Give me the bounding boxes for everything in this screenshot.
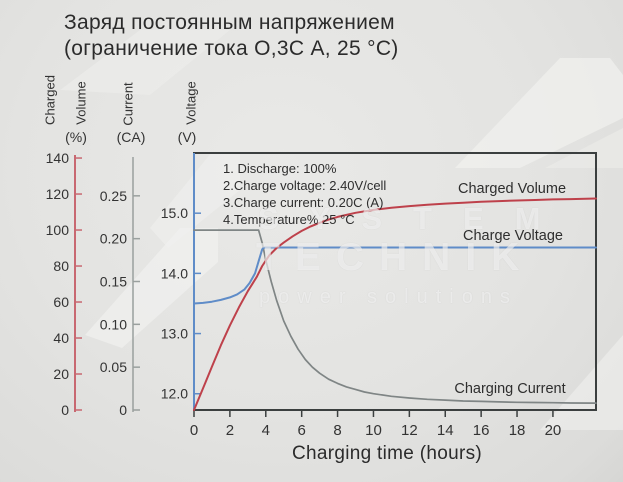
label-charge-voltage: Charge Voltage bbox=[463, 228, 563, 244]
volume-tick-label: 20 bbox=[53, 366, 69, 382]
x-tick-label: 0 bbox=[190, 422, 198, 439]
current-axis-unit: (CA) bbox=[116, 129, 146, 145]
charge-conditions-list: 1. Discharge: 100% 2.Charge voltage: 2.4… bbox=[223, 160, 386, 228]
x-tick-label: 16 bbox=[473, 422, 490, 439]
voltage-tick-label: 15.0 bbox=[161, 205, 188, 221]
voltage-tick-label: 12.0 bbox=[161, 386, 188, 402]
volume-tick-label: 0 bbox=[61, 402, 69, 418]
condition-discharge: 1. Discharge: 100% bbox=[223, 161, 337, 176]
chart-title-line1: Заряд постоянным напряжением bbox=[64, 11, 395, 34]
series-line-charging-current bbox=[193, 229, 597, 404]
x-tick-label: 14 bbox=[437, 422, 454, 439]
volume-tick-label: 60 bbox=[53, 294, 69, 310]
x-tick-label: 4 bbox=[262, 422, 270, 439]
volume-tick-label: 40 bbox=[53, 330, 69, 346]
voltage-axis-unit: (V) bbox=[177, 129, 197, 145]
label-charged-volume: Charged Volume bbox=[457, 181, 567, 197]
volume-tick-label: 100 bbox=[46, 222, 70, 238]
volume-axis-unit: (%) bbox=[65, 129, 87, 145]
condition-charge-voltage: 2.Charge voltage: 2.40V/cell bbox=[223, 178, 387, 193]
x-tick-label: 10 bbox=[365, 422, 382, 439]
x-tick-label: 6 bbox=[298, 422, 306, 439]
chart-title-line2: (ограничение тока О,3С А, 25 °C) bbox=[64, 37, 399, 60]
current-tick-label: 0 bbox=[119, 402, 127, 418]
current-tick-label: 0.05 bbox=[100, 359, 127, 375]
voltage-axis-title: Voltage bbox=[183, 81, 199, 125]
x-tick-label: 2 bbox=[226, 422, 234, 439]
volume-tick-label: 80 bbox=[53, 258, 69, 274]
chart-title: Заряд постоянным напряжением (ограничени… bbox=[64, 10, 399, 62]
current-tick-label: 0.10 bbox=[100, 316, 127, 332]
condition-charge-current: 3.Charge current: 0.20C (A) bbox=[223, 195, 384, 210]
current-tick-label: 0.15 bbox=[100, 274, 127, 290]
current-tick-label: 0.20 bbox=[100, 231, 127, 247]
volume-tick-label: 140 bbox=[46, 150, 70, 166]
volume-axis-title-line1: Charged bbox=[42, 75, 58, 125]
label-charging-current: Charging Current bbox=[454, 381, 566, 397]
x-tick-label: 8 bbox=[333, 422, 341, 439]
series-line-charged-volume bbox=[193, 197, 597, 411]
current-axis-title: Current bbox=[120, 82, 136, 126]
x-tick-label: 18 bbox=[509, 422, 526, 439]
voltage-tick-label: 13.0 bbox=[161, 326, 188, 342]
voltage-tick-label: 14.0 bbox=[161, 265, 188, 281]
x-tick-label: 12 bbox=[401, 422, 418, 439]
series-line-charge-voltage bbox=[193, 246, 597, 305]
volume-axis-title-line2: Volume bbox=[73, 81, 89, 125]
volume-tick-label: 120 bbox=[46, 186, 70, 202]
condition-temperature: 4.Temperature% 25 °C bbox=[223, 212, 355, 227]
x-axis-title: Charging time (hours) bbox=[291, 443, 483, 464]
x-tick-label: 20 bbox=[545, 422, 562, 439]
current-tick-label: 0.25 bbox=[100, 188, 127, 204]
